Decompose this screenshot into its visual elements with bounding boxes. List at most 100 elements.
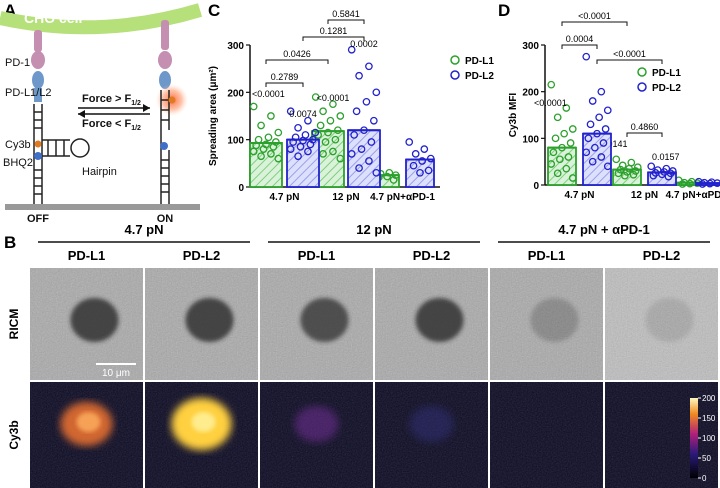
data-point — [705, 179, 714, 188]
data-point — [289, 138, 298, 146]
data-point — [623, 168, 631, 176]
ligand-label: PD-L1/L2 — [5, 87, 51, 99]
y-tick-label: 0 — [533, 181, 539, 192]
data-point — [713, 179, 720, 187]
micrographs: 4.7 pN 12 pN 4.7 pN + αPD-1 PD-L1 PD-L2 PD-L1… — [7, 222, 718, 488]
legend-marker — [637, 67, 647, 77]
data-point — [668, 167, 677, 175]
force-text: Force > F — [82, 93, 131, 105]
legend-label: PD-L2 — [652, 83, 681, 94]
y-tick-label: 300 — [227, 41, 244, 52]
data-point — [355, 164, 363, 172]
colorbar — [690, 398, 698, 478]
data-point — [700, 178, 709, 187]
cell-membrane — [0, 3, 203, 35]
data-point — [319, 107, 327, 116]
significance-label: 0.0157 — [652, 152, 680, 162]
bracket-label: 0.4860 — [631, 122, 659, 132]
fluorescence — [409, 406, 454, 442]
data-point — [612, 155, 621, 164]
significance-label: <0.0001 — [534, 98, 567, 108]
data-point — [333, 126, 342, 135]
quencher — [160, 142, 168, 150]
data-point — [582, 52, 591, 61]
receptor — [161, 20, 169, 50]
data-point — [551, 134, 560, 143]
data-point — [391, 171, 400, 180]
dye-label: Cy3b — [5, 139, 31, 151]
y-tick-label: 100 — [227, 136, 244, 147]
data-point — [274, 128, 283, 137]
bracket — [596, 59, 663, 64]
data-point — [707, 178, 716, 187]
cell-shadow — [185, 298, 234, 342]
legend-marker — [450, 70, 460, 80]
data-point — [568, 174, 577, 182]
data-point — [257, 121, 265, 130]
data-point — [618, 161, 627, 170]
data-point — [311, 93, 320, 101]
fluorescence — [294, 406, 339, 442]
data-point — [593, 129, 601, 138]
data-point — [306, 140, 315, 149]
bracket — [327, 19, 365, 24]
legend-label: PD-L1 — [652, 68, 681, 79]
data-point — [383, 172, 392, 181]
column-label: PD-L1 — [298, 248, 336, 263]
force-text: Force < F — [82, 118, 131, 130]
data-point — [369, 116, 378, 125]
panel-label: C — [208, 1, 220, 20]
bracket — [561, 21, 628, 26]
group-label: 4.7 pN + αPD-1 — [558, 222, 649, 237]
data-point — [586, 120, 595, 129]
cell-shadow — [645, 298, 694, 342]
data-point — [352, 107, 361, 116]
data-point — [294, 152, 302, 161]
data-point — [549, 148, 558, 157]
data-point — [555, 155, 564, 164]
data-point — [357, 145, 366, 153]
surface — [5, 204, 200, 210]
data-point — [405, 138, 414, 146]
data-point — [249, 102, 258, 111]
data-point — [547, 160, 556, 168]
column-label: PD-L2 — [413, 248, 451, 263]
column-label: PD-L1 — [68, 248, 106, 263]
data-point — [385, 168, 394, 177]
data-point — [562, 164, 571, 173]
data-point — [614, 169, 623, 178]
image-noise — [490, 382, 603, 488]
hairpin-label: Hairpin — [82, 166, 117, 178]
arrow-head — [143, 104, 150, 112]
y-axis-label: Spreading area (μm²) — [208, 66, 219, 166]
bracket — [265, 82, 304, 87]
data-point — [304, 147, 312, 156]
ligand — [34, 88, 42, 102]
data-point — [326, 116, 335, 125]
x-tick-label: 12 pN — [332, 192, 359, 203]
force-sub: 1/2 — [131, 125, 141, 132]
significance-label: <0.0001 — [317, 93, 350, 103]
data-point — [411, 150, 420, 158]
data-point — [629, 170, 638, 179]
bracket — [561, 44, 598, 49]
significance-label: <0.0001 — [252, 89, 285, 99]
data-point — [558, 143, 566, 152]
data-point — [259, 145, 268, 153]
data-point — [599, 139, 608, 147]
data-point — [649, 171, 658, 180]
data-point — [564, 153, 573, 161]
colorbar-label: 150 — [702, 414, 716, 423]
data-point — [329, 147, 337, 156]
dye — [34, 140, 42, 148]
row-label: Cy3b — [7, 420, 21, 449]
group-label: 4.7 pN — [124, 222, 163, 237]
y-tick-label: 0 — [238, 183, 244, 194]
data-point — [367, 138, 376, 146]
data-point — [331, 135, 340, 144]
y-tick-label: 200 — [522, 88, 539, 99]
state-label: OFF — [27, 213, 49, 225]
bracket-label: 0.5841 — [332, 9, 360, 19]
data-point — [347, 45, 356, 54]
data-point — [321, 138, 330, 146]
